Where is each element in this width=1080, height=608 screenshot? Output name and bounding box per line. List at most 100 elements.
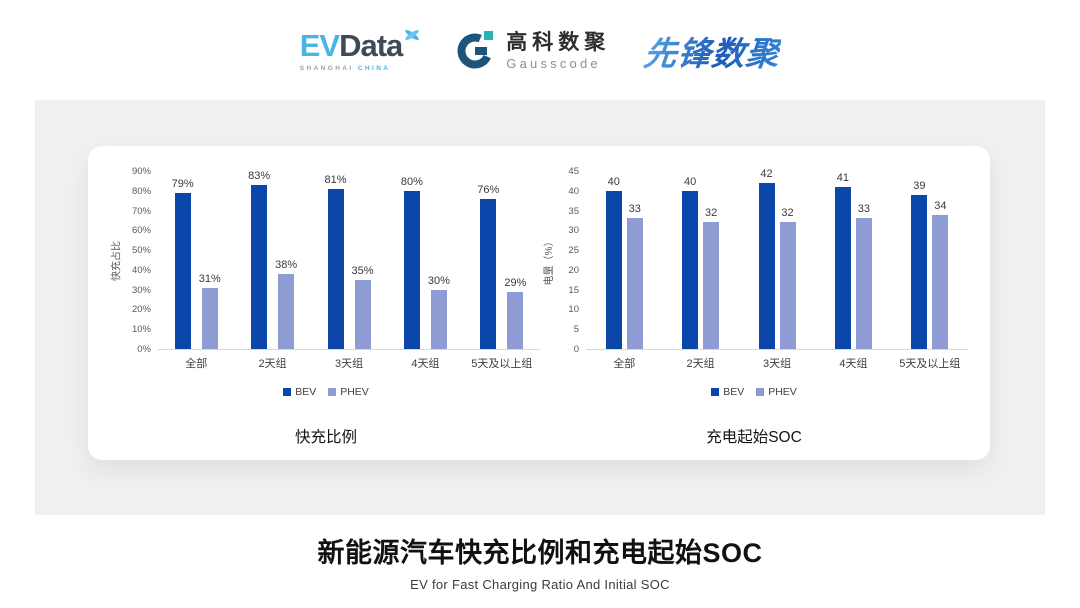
bev-bar xyxy=(174,192,191,349)
bev-bar-column: 42 xyxy=(758,168,775,349)
y-tick-label: 40 xyxy=(568,185,579,197)
bar-value-label: 32 xyxy=(704,207,718,220)
bev-bar-column: 40 xyxy=(682,175,699,349)
initial-soc-chart: 电量（%） 0 5 10 15 20 25 30 35 40 45 40 33 40 32 42 32 41 3… xyxy=(540,166,968,460)
bev-bar-column: 79% xyxy=(172,178,194,349)
legend-label: PHEV xyxy=(768,386,797,398)
y-tick-label: 0 xyxy=(573,344,579,355)
x-tick-label: 5天及以上组 xyxy=(471,358,533,370)
phev-bar-column: 33 xyxy=(855,203,872,349)
header-logos: EV Data SHANGHAI CHINA xyxy=(0,14,1080,88)
plot-area: 40 33 40 32 42 32 41 33 39 34 xyxy=(586,168,968,350)
y-tick-label: 25 xyxy=(568,245,579,257)
charts-card: 快充占比 0% 10% 20% 30% 40% 50% 60% 70% 80% 90% 79% 31… xyxy=(88,146,990,460)
evdata-wordmark: EV Data xyxy=(300,30,422,61)
y-tick-label: 45 xyxy=(568,166,579,177)
xianfeng-logo: 先锋数聚 xyxy=(642,27,783,75)
y-tick-label: 20 xyxy=(568,264,579,276)
x-tick-label: 全部 xyxy=(185,358,208,370)
bev-bar xyxy=(251,184,268,349)
phev-bar-column: 35% xyxy=(352,265,374,349)
bar-value-label: 79% xyxy=(171,177,194,190)
phev-bar-column: 38% xyxy=(275,259,297,349)
plot-area: 79% 31% 83% 38% 81% 35% 80% 30% 76% 29% xyxy=(158,170,540,350)
legend-swatch xyxy=(711,388,720,396)
gausscode-en-text: Gausscode xyxy=(506,55,601,71)
x-axis: 全部 2天组 3天组 4天组 5天及以上组 xyxy=(158,355,540,371)
bar-value-label: 40 xyxy=(683,175,697,188)
y-tick-label: 30% xyxy=(131,284,151,296)
y-tick-label: 30 xyxy=(568,225,579,237)
x-axis: 全部 2天组 3天组 4天组 5天及以上组 xyxy=(586,355,968,371)
y-tick-label: 40% xyxy=(131,264,151,276)
legend-item-bev: BEV xyxy=(283,386,316,398)
x-tick-label: 全部 xyxy=(613,358,636,370)
x-tick-label: 4天组 xyxy=(411,358,440,370)
bar-value-label: 39 xyxy=(913,179,926,192)
phev-bar xyxy=(932,214,949,349)
phev-bar xyxy=(201,287,218,349)
bar-value-label: 80% xyxy=(400,175,423,188)
x-tick-label: 4天组 xyxy=(839,358,868,370)
x-tick-label: 3天组 xyxy=(762,358,792,370)
phev-bar-column: 32 xyxy=(779,207,796,349)
bev-bar-column: 81% xyxy=(324,173,347,349)
phev-bar xyxy=(855,218,872,349)
y-tick-label: 70% xyxy=(131,205,151,217)
y-tick-label: 20% xyxy=(131,304,151,316)
y-axis: 快充占比 0% 10% 20% 30% 40% 50% 60% 70% 80% 90% xyxy=(112,166,158,355)
bar-value-label: 41 xyxy=(836,171,850,184)
phev-bar xyxy=(703,222,720,349)
bar-value-label: 29% xyxy=(504,276,527,289)
bev-bar-column: 41 xyxy=(834,171,851,349)
bar-value-label: 38% xyxy=(275,258,298,271)
bev-bar xyxy=(834,186,851,349)
bar-value-label: 31% xyxy=(198,272,221,285)
gausscode-cn-text: 高科数聚 xyxy=(506,31,611,55)
bar-value-label: 30% xyxy=(427,274,450,287)
bar-value-label: 32 xyxy=(781,207,794,220)
bar-group: 41 33 xyxy=(815,172,891,349)
phev-bar-column: 33 xyxy=(626,203,643,349)
chart-title: 快充比例 xyxy=(294,429,357,446)
bar-group: 79% 31% xyxy=(158,172,234,349)
legend-swatch xyxy=(283,388,292,396)
bev-bar xyxy=(605,190,622,349)
legend-label: BEV xyxy=(723,386,745,398)
phev-bar xyxy=(507,291,524,349)
propeller-x-icon xyxy=(403,26,421,48)
y-tick-label: 60% xyxy=(131,225,151,237)
fast-charging-ratio-chart: 快充占比 0% 10% 20% 30% 40% 50% 60% 70% 80% 90% 79% 31… xyxy=(112,166,540,460)
bev-bar xyxy=(682,190,699,349)
x-tick-label: 2天组 xyxy=(258,358,287,370)
bar-value-label: 33 xyxy=(628,203,641,216)
y-tick-label: 35 xyxy=(568,205,579,217)
bev-bar xyxy=(911,194,928,349)
evdata-ev-text: EV xyxy=(299,28,340,63)
evdata-logo: EV Data SHANGHAI CHINA xyxy=(300,30,422,72)
chart-title: 充电起始SOC xyxy=(706,429,802,446)
bev-bar-column: 40 xyxy=(605,175,622,349)
bev-bar xyxy=(403,190,420,349)
bar-value-label: 35% xyxy=(351,264,374,277)
bev-bar xyxy=(327,188,344,349)
bar-value-label: 40 xyxy=(607,175,620,188)
bar-value-label: 81% xyxy=(324,173,347,186)
bar-group: 42 32 xyxy=(739,168,815,349)
x-tick-label: 3天组 xyxy=(334,358,364,370)
phev-bar xyxy=(354,279,371,349)
y-axis-title: 快充占比 xyxy=(111,241,123,281)
phev-bar xyxy=(278,273,295,349)
bev-bar xyxy=(480,198,497,349)
chart-area: 电量（%） 0 5 10 15 20 25 30 35 40 45 40 33 40 32 42 32 41 3… xyxy=(540,166,968,355)
chart-area: 快充占比 0% 10% 20% 30% 40% 50% 60% 70% 80% 90% 79% 31… xyxy=(112,166,540,355)
phev-bar-column: 34 xyxy=(932,200,949,349)
phev-bar-column: 29% xyxy=(504,277,526,349)
y-tick-label: 90% xyxy=(131,166,151,177)
bar-group: 81% 35% xyxy=(311,172,387,349)
bar-value-label: 33 xyxy=(857,203,871,216)
y-tick-label: 0% xyxy=(137,344,151,355)
y-tick-label: 10% xyxy=(131,324,151,336)
bar-group: 83% 38% xyxy=(234,170,310,349)
